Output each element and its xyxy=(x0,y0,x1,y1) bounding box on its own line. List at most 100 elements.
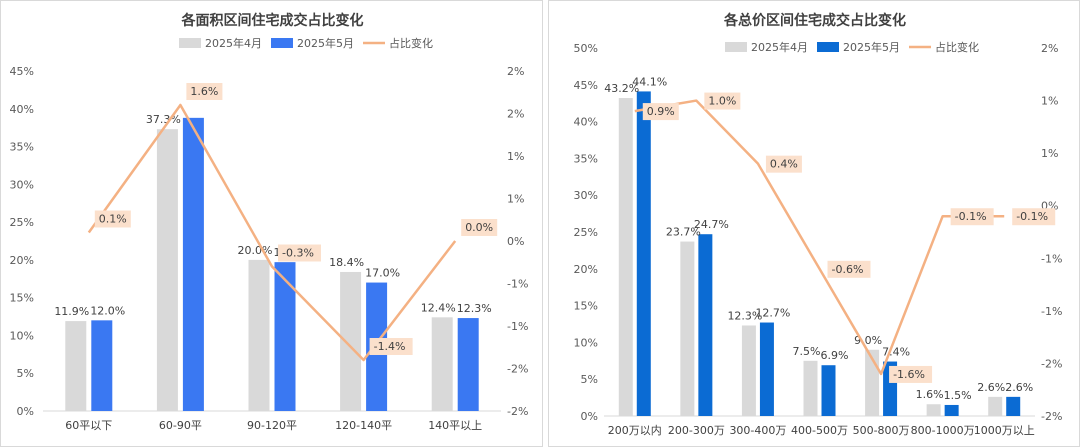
y2-axis-tick-label: -1% xyxy=(507,320,528,333)
change-data-label: 0.0% xyxy=(465,221,493,234)
x-axis-category-label: 120-140平 xyxy=(335,419,392,432)
change-label-bg xyxy=(461,219,498,236)
change-data-label: -0.6% xyxy=(832,263,864,276)
data-label-2025-05: 24.7% xyxy=(694,218,729,231)
y2-axis-tick-label: 1% xyxy=(507,150,524,163)
data-label-2025-04: 37.3% xyxy=(146,113,181,126)
change-label-bg xyxy=(950,208,994,226)
y2-axis-tick-label: 0% xyxy=(507,235,524,248)
change-label-bg xyxy=(186,83,223,100)
bar-2025-05 xyxy=(1006,396,1021,416)
data-label-2025-04: 9.0% xyxy=(854,334,882,347)
price-range-chart: 各总价区间住宅成交占比变化 2025年4月 2025年5月 占比变化 0% 5% 10% 15… xyxy=(574,12,1063,437)
change-label-bg xyxy=(765,155,802,173)
y-axis-tick-label: 50% xyxy=(574,42,598,55)
data-label-2025-04: 23.7% xyxy=(666,226,701,239)
y-axis-tick-label: 30% xyxy=(10,178,34,191)
x-axis-category-label: 90-120平 xyxy=(247,419,297,432)
data-label-2025-05: 17.0% xyxy=(365,267,400,280)
x-axis-category-label: 60-90平 xyxy=(159,419,202,432)
x-axis-category-label: 200万以内 xyxy=(608,423,662,437)
bar-2025-04 xyxy=(618,98,633,416)
data-label-2025-04: 11.9% xyxy=(54,305,89,318)
x-axis-category-label: 800-1000万 xyxy=(911,424,975,437)
change-label-bg xyxy=(278,244,321,262)
change-series-line xyxy=(634,99,1005,376)
y2-axis-tick-label: -1% xyxy=(1041,305,1062,318)
y2-axis-tick-label: 2% xyxy=(507,65,524,78)
y-axis-tick-label: 30% xyxy=(574,189,598,202)
change-label-bg xyxy=(889,365,933,383)
bar-2025-05 xyxy=(457,318,479,411)
y-axis-tick-label: 20% xyxy=(574,263,598,276)
legend-label-apr: 2025年4月 xyxy=(751,40,808,54)
y-axis-tick-label: 25% xyxy=(10,216,34,229)
data-label-2025-05: 12.0% xyxy=(90,304,125,317)
x-axis-category-label: 400-500万 xyxy=(791,424,848,437)
change-data-label: -1.4% xyxy=(374,340,406,353)
bar-2025-04 xyxy=(803,360,818,416)
price-range-chart-panel: 各总价区间住宅成交占比变化 2025年4月 2025年5月 占比变化 0% 5% 10% 15… xyxy=(548,0,1080,447)
bar-2025-04 xyxy=(431,317,453,411)
change-data-label: -0.1% xyxy=(1016,210,1048,223)
change-series-line xyxy=(87,103,457,362)
y-axis-tick-label: 40% xyxy=(574,116,598,129)
y-axis-tick-label: 15% xyxy=(574,300,598,313)
bar-2025-05 xyxy=(636,91,651,416)
change-label-bg xyxy=(642,103,679,121)
y2-axis-tick-label: 1% xyxy=(507,193,524,206)
change-label-bg xyxy=(369,338,413,355)
bar-2025-05 xyxy=(91,320,113,411)
y-axis-tick-label: 35% xyxy=(10,141,34,154)
bar-2025-05 xyxy=(821,365,836,416)
legend-label-change: 占比变化 xyxy=(935,40,979,54)
data-label-2025-04: 20.0% xyxy=(238,244,273,257)
legend-label-change: 占比变化 xyxy=(389,36,433,50)
bar-2025-05 xyxy=(698,234,713,416)
bar-2025-05 xyxy=(182,117,204,411)
data-label-2025-04: 43.2% xyxy=(604,82,639,95)
y-axis-tick-label: 5% xyxy=(17,367,34,380)
change-data-label: 1.0% xyxy=(708,95,736,108)
change-data-label: -1.6% xyxy=(893,368,925,381)
bar-2025-04 xyxy=(340,271,362,411)
data-label-2025-05: 7.4% xyxy=(882,346,910,359)
y-axis-tick-label: 0% xyxy=(17,405,34,418)
x-axis-category-label: 500-800万 xyxy=(853,424,910,437)
y-axis-tick-label: 15% xyxy=(10,292,34,305)
y-axis-tick-label: 5% xyxy=(581,373,598,386)
y2-axis-tick-label: 2% xyxy=(507,108,524,121)
data-label-2025-04: 18.4% xyxy=(329,256,364,269)
y-axis-tick-label: 0% xyxy=(581,410,598,423)
data-label-2025-05: 6.9% xyxy=(821,349,849,362)
y2-axis-tick-label: -1% xyxy=(507,278,528,291)
y-axis-tick-label: 10% xyxy=(574,336,598,349)
change-data-label: 0.4% xyxy=(770,158,798,171)
y-axis-tick-label: 25% xyxy=(574,226,598,239)
data-label-2025-04: 2.6% xyxy=(977,381,1005,394)
bar-2025-04 xyxy=(65,321,87,411)
change-data-label: 0.9% xyxy=(647,105,675,118)
bar-2025-05 xyxy=(944,404,959,416)
change-data-label: 1.6% xyxy=(190,85,218,98)
y-axis-tick-label: 40% xyxy=(10,103,34,116)
y-axis-tick-label: 10% xyxy=(10,329,34,342)
legend-swatch-may xyxy=(271,38,293,48)
data-label-2025-04: 7.5% xyxy=(793,345,821,358)
area-range-chart: 各面积区间住宅成交占比变化 2025年4月 2025年5月 占比变化 0% 5% 10% 15… xyxy=(10,12,529,432)
data-label-2025-04: 1.6% xyxy=(916,388,944,401)
change-label-bg xyxy=(1012,208,1056,226)
change-label-bg xyxy=(704,92,741,110)
bar-2025-04 xyxy=(988,396,1003,416)
x-axis-category-label: 300-400万 xyxy=(729,424,786,437)
y2-axis-tick-label: 1% xyxy=(1041,147,1058,160)
legend-label-may: 2025年5月 xyxy=(297,36,354,50)
change-label-bg xyxy=(94,210,131,228)
data-label-2025-05: 1.5% xyxy=(944,389,972,402)
change-data-label: -0.1% xyxy=(955,210,987,223)
y2-axis-tick-label: 1% xyxy=(1041,95,1058,108)
y-axis-tick-label: 35% xyxy=(574,152,598,165)
legend-swatch-may xyxy=(817,42,839,52)
bar-2025-04 xyxy=(741,325,756,416)
x-axis-category-label: 140平以上 xyxy=(428,419,482,432)
